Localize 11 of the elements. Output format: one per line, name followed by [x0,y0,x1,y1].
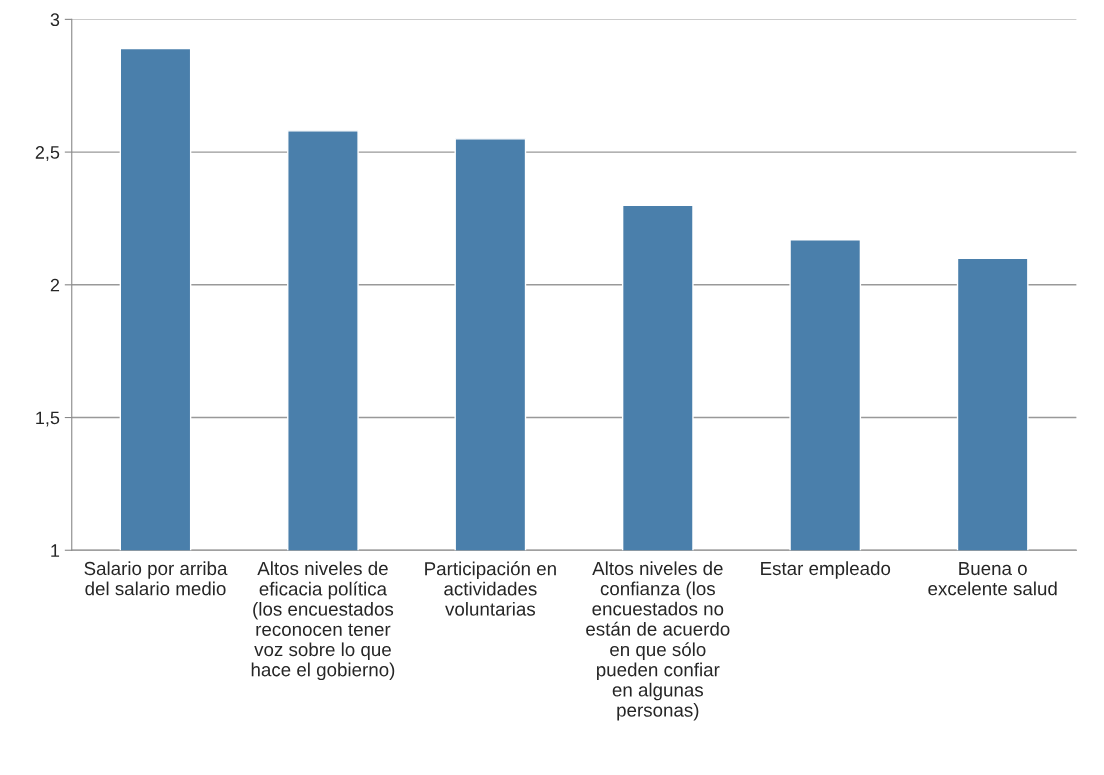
x-tick-label: Estar empleado [761,561,891,579]
y-tick-label: 1 [51,544,60,557]
y-tick-label: 1,5 [36,411,60,427]
y-tick-label: 3 [50,13,60,27]
x-tick-label: Participación en actividades voluntarias [425,561,556,616]
x-tick-label: Buena o excelente salud [928,562,1057,596]
y-tick-label: 2,5 [35,146,60,161]
x-tick-label: Altos niveles de eficacia política (los encuestados reconocen tener voz sobre lo que hace el gobierno) [251,561,395,681]
y-tick-label: 2 [50,278,60,292]
x-tick-label: Altos niveles de confianza (los encuestados no están de acuerdo en que sólo pueden confiar en algunas personas) [586,561,730,721]
x-tick-label: Salario por arriba del salario medio [84,561,228,596]
